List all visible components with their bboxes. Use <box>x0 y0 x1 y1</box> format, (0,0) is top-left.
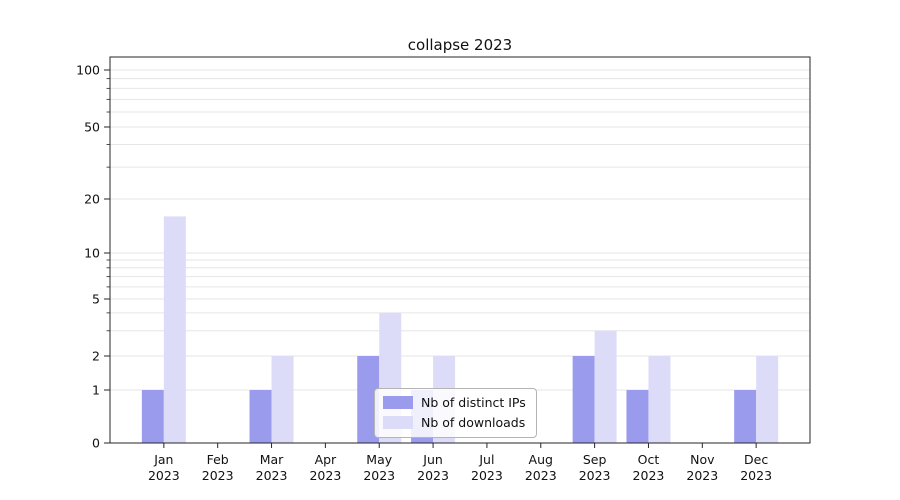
bar-distinct-ips <box>357 356 380 443</box>
y-tick-label: 5 <box>92 292 100 307</box>
x-tick-label-year: 2023 <box>525 468 557 483</box>
y-tick-label: 20 <box>84 192 100 207</box>
y-tick-label: 50 <box>84 120 100 135</box>
x-tick-label-year: 2023 <box>686 468 718 483</box>
x-tick-label-month: Feb <box>207 452 229 467</box>
legend-label-distinct-ips: Nb of distinct IPs <box>421 395 526 410</box>
x-tick-label-year: 2023 <box>633 468 665 483</box>
x-tick-label-year: 2023 <box>202 468 234 483</box>
bar-downloads <box>163 216 186 443</box>
x-tick-label-year: 2023 <box>471 468 503 483</box>
x-tick-label-month: Dec <box>744 452 768 467</box>
x-tick-label-month: Sep <box>583 452 607 467</box>
bar-distinct-ips <box>626 390 649 443</box>
legend-swatch-downloads <box>383 416 413 429</box>
x-tick-label-month: Aug <box>529 452 553 467</box>
x-tick-label-month: Jan <box>153 452 173 467</box>
x-tick-label-year: 2023 <box>148 468 180 483</box>
bar-downloads <box>648 356 671 443</box>
x-tick-label-year: 2023 <box>309 468 341 483</box>
bar-downloads <box>594 330 617 443</box>
x-tick-label-year: 2023 <box>417 468 449 483</box>
y-tick-label: 2 <box>92 349 100 364</box>
legend-swatch-distinct-ips <box>383 396 413 409</box>
y-tick-label: 100 <box>76 63 100 78</box>
x-tick-label-month: Apr <box>315 452 337 467</box>
x-tick-label-month: Nov <box>690 452 715 467</box>
legend-label-downloads: Nb of downloads <box>421 415 526 430</box>
bar-downloads <box>756 356 779 443</box>
x-tick-label-month: May <box>366 452 392 467</box>
x-tick-label-month: Mar <box>260 452 284 467</box>
x-tick-label-month: Jul <box>478 452 494 467</box>
y-tick-label: 0 <box>92 436 100 451</box>
x-tick-label-year: 2023 <box>579 468 611 483</box>
x-tick-label-year: 2023 <box>363 468 395 483</box>
x-tick-label-month: Oct <box>638 452 660 467</box>
legend-item-distinct-ips: Nb of distinct IPs <box>383 395 526 410</box>
x-tick-label-year: 2023 <box>256 468 288 483</box>
legend-item-downloads: Nb of downloads <box>383 415 526 430</box>
legend: Nb of distinct IPs Nb of downloads <box>374 388 537 438</box>
bar-distinct-ips <box>249 390 272 443</box>
y-tick-label: 10 <box>84 246 100 261</box>
chart-title: collapse 2023 <box>407 36 513 54</box>
bar-downloads <box>271 356 294 443</box>
x-tick-label-year: 2023 <box>740 468 772 483</box>
bar-distinct-ips <box>572 356 595 443</box>
x-tick-label-month: Jun <box>422 452 443 467</box>
bar-distinct-ips <box>141 390 164 443</box>
bar-distinct-ips <box>734 390 757 443</box>
plot-border <box>109 56 811 444</box>
y-tick-label: 1 <box>92 383 100 398</box>
